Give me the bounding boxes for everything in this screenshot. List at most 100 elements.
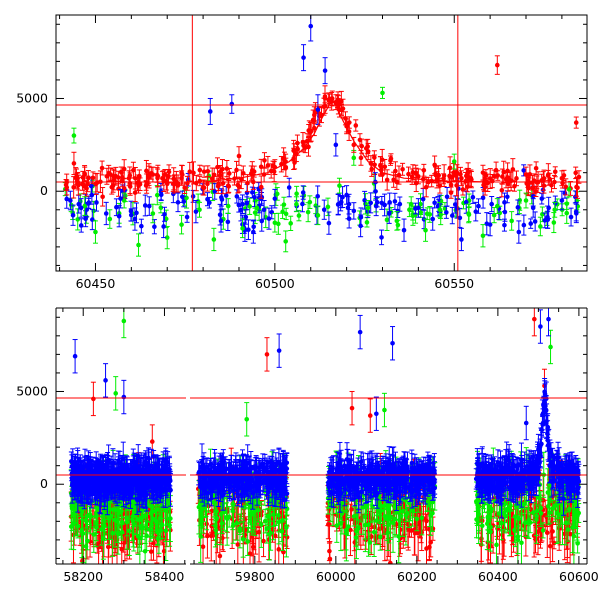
data-point	[546, 428, 552, 462]
data-point	[276, 333, 282, 368]
data-point	[568, 207, 574, 227]
data-point	[480, 164, 486, 181]
data-point	[244, 174, 250, 193]
data-point	[412, 202, 418, 215]
data-point	[121, 159, 127, 179]
data-point	[534, 504, 540, 518]
x-tick-label: 60500	[255, 276, 295, 291]
data-point	[322, 57, 328, 85]
data-point	[229, 94, 235, 114]
data-point	[396, 478, 402, 506]
data-point	[473, 201, 479, 222]
data-point	[501, 192, 507, 213]
x-tick-label: 60600	[559, 569, 599, 584]
data-point	[514, 472, 520, 498]
data-point	[89, 185, 95, 205]
data-point	[135, 456, 141, 493]
x-tick-label: 60200	[397, 569, 437, 584]
data-point	[347, 503, 353, 557]
data-point	[367, 398, 373, 433]
data-point	[432, 481, 438, 495]
data-point	[143, 465, 149, 486]
data-point	[321, 199, 327, 220]
data-point	[158, 188, 164, 202]
data-point	[430, 456, 436, 481]
data-point	[349, 390, 355, 426]
data-point	[67, 190, 73, 211]
data-point	[367, 531, 373, 554]
data-point	[283, 207, 289, 221]
bottom-plot-area	[68, 308, 174, 564]
data-point	[301, 44, 307, 72]
data-point	[382, 193, 388, 217]
data-point	[494, 198, 500, 214]
data-point	[458, 227, 464, 252]
data-point	[406, 476, 412, 499]
data-point	[198, 510, 204, 563]
data-point	[575, 533, 581, 554]
data-point	[501, 160, 507, 184]
data-point	[240, 194, 246, 214]
data-point	[215, 178, 221, 194]
x-tick-label: 59800	[235, 569, 275, 584]
data-point	[93, 173, 99, 195]
data-point	[552, 166, 558, 178]
data-point	[342, 472, 348, 507]
data-point	[187, 161, 193, 182]
data-point	[326, 211, 332, 235]
data-point	[427, 205, 433, 223]
data-point	[258, 501, 264, 548]
data-point	[559, 170, 565, 187]
data-point	[364, 217, 370, 228]
data-point	[470, 190, 476, 204]
data-point	[261, 200, 267, 220]
data-point	[493, 161, 499, 179]
data-point	[444, 187, 450, 207]
data-point	[143, 159, 149, 182]
bottom-panel: 58200 58400 59800 60000 60200 60400 60600 0 5000	[16, 307, 599, 584]
data-point	[416, 458, 422, 478]
data-point	[70, 204, 76, 226]
data-point	[96, 460, 102, 484]
data-point	[81, 462, 87, 487]
data-point	[423, 218, 429, 242]
data-point	[545, 487, 551, 526]
data-point	[238, 471, 244, 486]
data-point	[341, 459, 347, 472]
data-point	[99, 160, 105, 176]
data-point	[382, 506, 388, 527]
data-point	[154, 478, 160, 501]
data-point	[388, 153, 394, 164]
data-point	[150, 203, 156, 224]
data-point	[204, 176, 210, 192]
data-point	[179, 214, 185, 235]
data-point	[92, 220, 98, 244]
data-point	[424, 207, 430, 221]
data-point	[346, 460, 352, 497]
data-point	[501, 455, 507, 491]
data-point	[126, 463, 132, 499]
data-point	[217, 537, 223, 564]
data-point	[272, 212, 278, 233]
data-point	[211, 467, 217, 491]
data-point	[171, 167, 177, 191]
data-point	[458, 170, 464, 187]
data-point	[371, 507, 377, 557]
data-point	[489, 196, 495, 213]
data-point	[515, 199, 521, 216]
data-point	[230, 507, 236, 544]
data-point	[379, 195, 385, 210]
data-point	[390, 326, 396, 361]
data-point	[406, 464, 412, 479]
data-point	[236, 146, 242, 166]
data-point	[247, 197, 253, 215]
data-point	[193, 174, 199, 192]
data-point	[351, 506, 357, 527]
data-point	[357, 314, 363, 350]
data-point	[329, 90, 335, 107]
data-point	[161, 214, 167, 239]
x-tick-label: 58400	[145, 569, 185, 584]
y-tick-label: 0	[40, 476, 48, 491]
data-point	[71, 151, 77, 176]
data-point	[561, 466, 567, 480]
